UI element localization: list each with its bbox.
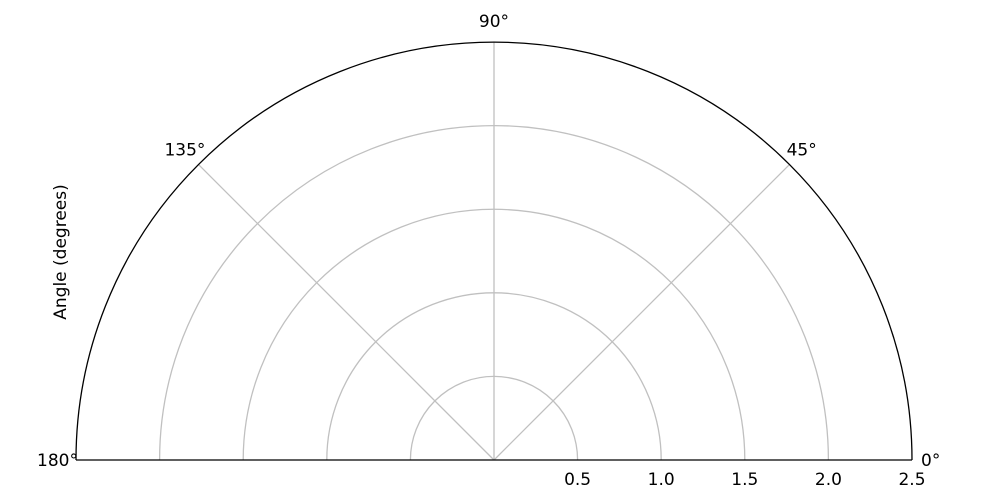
r-tick-label: 2.0 (815, 470, 842, 490)
outer-arc (75, 41, 913, 461)
theta-tick-label: 180° (37, 451, 78, 471)
theta-tick-label: 90° (479, 12, 509, 32)
r-tick-label: 0.5 (564, 470, 591, 490)
polar-frame (75, 41, 913, 461)
theta-grid-line (197, 163, 495, 461)
theta-grid-line (493, 163, 791, 461)
r-tick-label: 2.5 (898, 470, 925, 490)
theta-tick-label: 135° (164, 140, 205, 160)
r-tick-label: 1.0 (648, 470, 675, 490)
y-axis-label: Angle (degrees) (51, 184, 71, 319)
tick-labels: 0° 45° 90° 135° 180° 0.5 1.0 1.5 2.0 2.5 (37, 12, 940, 490)
polar-grid (158, 42, 830, 461)
theta-tick-label: 0° (921, 451, 940, 471)
r-tick-label: 1.5 (731, 470, 758, 490)
theta-tick-label: 45° (787, 140, 817, 160)
